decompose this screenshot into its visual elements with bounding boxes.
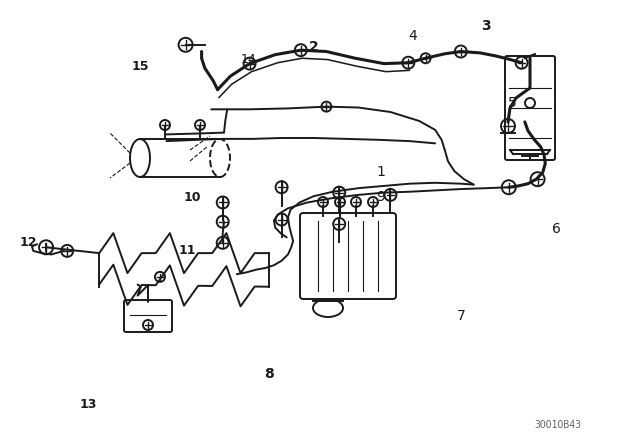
Text: 2: 2 bbox=[308, 40, 319, 54]
Text: 4: 4 bbox=[408, 29, 417, 43]
Text: 12: 12 bbox=[20, 236, 38, 250]
Text: 14: 14 bbox=[241, 52, 256, 66]
Text: 11: 11 bbox=[178, 244, 196, 258]
Text: 3: 3 bbox=[481, 19, 492, 33]
Text: 15: 15 bbox=[132, 60, 150, 73]
Text: 3OO1OB43: 3OO1OB43 bbox=[534, 420, 582, 430]
Text: 7: 7 bbox=[456, 309, 465, 323]
Text: 1: 1 bbox=[376, 165, 385, 180]
Text: 9: 9 bbox=[376, 190, 385, 204]
Text: 5: 5 bbox=[508, 96, 516, 110]
Text: 8: 8 bbox=[264, 367, 274, 381]
Text: 6: 6 bbox=[552, 222, 561, 237]
Text: 13: 13 bbox=[79, 397, 97, 411]
Text: 10: 10 bbox=[183, 190, 201, 204]
